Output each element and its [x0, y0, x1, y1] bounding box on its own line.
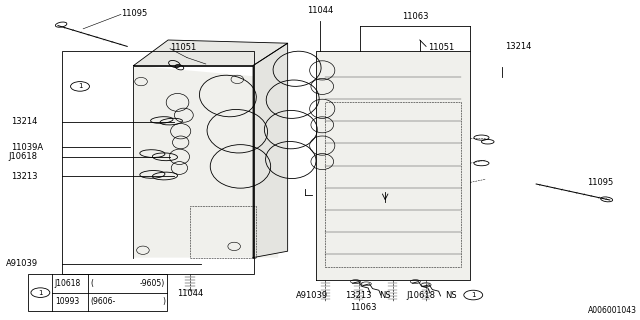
Text: 13213: 13213	[345, 292, 371, 300]
Text: 11063: 11063	[350, 303, 376, 312]
Polygon shape	[253, 43, 287, 258]
Circle shape	[31, 288, 50, 298]
Text: 11039A: 11039A	[12, 143, 44, 152]
Text: J10618: J10618	[406, 292, 435, 300]
Text: 11044: 11044	[307, 6, 333, 15]
Text: 11044: 11044	[177, 289, 204, 298]
Text: 10993: 10993	[55, 297, 79, 306]
Text: NS: NS	[379, 292, 390, 300]
Text: NS: NS	[445, 292, 457, 300]
Text: ): )	[162, 297, 165, 306]
Text: 11051: 11051	[428, 43, 454, 52]
Text: 11095: 11095	[588, 178, 614, 187]
Circle shape	[464, 290, 483, 300]
Text: 1: 1	[38, 290, 43, 296]
Bar	[62, 51, 254, 274]
Text: -9605): -9605)	[140, 279, 165, 288]
Circle shape	[70, 82, 90, 91]
Bar	[190, 206, 256, 258]
Text: A91039: A91039	[6, 260, 38, 268]
Bar	[28, 274, 167, 311]
Polygon shape	[134, 40, 287, 66]
Text: A91039: A91039	[296, 292, 328, 300]
Text: 1: 1	[471, 292, 476, 298]
Bar	[325, 102, 461, 267]
Polygon shape	[134, 66, 278, 258]
Text: 11095: 11095	[121, 9, 147, 18]
Text: 11051: 11051	[170, 43, 196, 52]
Text: J10618: J10618	[9, 152, 38, 161]
Polygon shape	[316, 51, 470, 280]
Text: J10618: J10618	[55, 279, 81, 288]
Text: 13214: 13214	[12, 117, 38, 126]
Text: 11063: 11063	[402, 12, 428, 20]
Text: A006001043: A006001043	[588, 306, 637, 315]
Text: (: (	[91, 279, 93, 288]
Text: 1: 1	[77, 84, 83, 89]
Text: 13214: 13214	[505, 42, 531, 51]
Text: (9606-: (9606-	[91, 297, 116, 306]
Text: 13213: 13213	[12, 172, 38, 180]
